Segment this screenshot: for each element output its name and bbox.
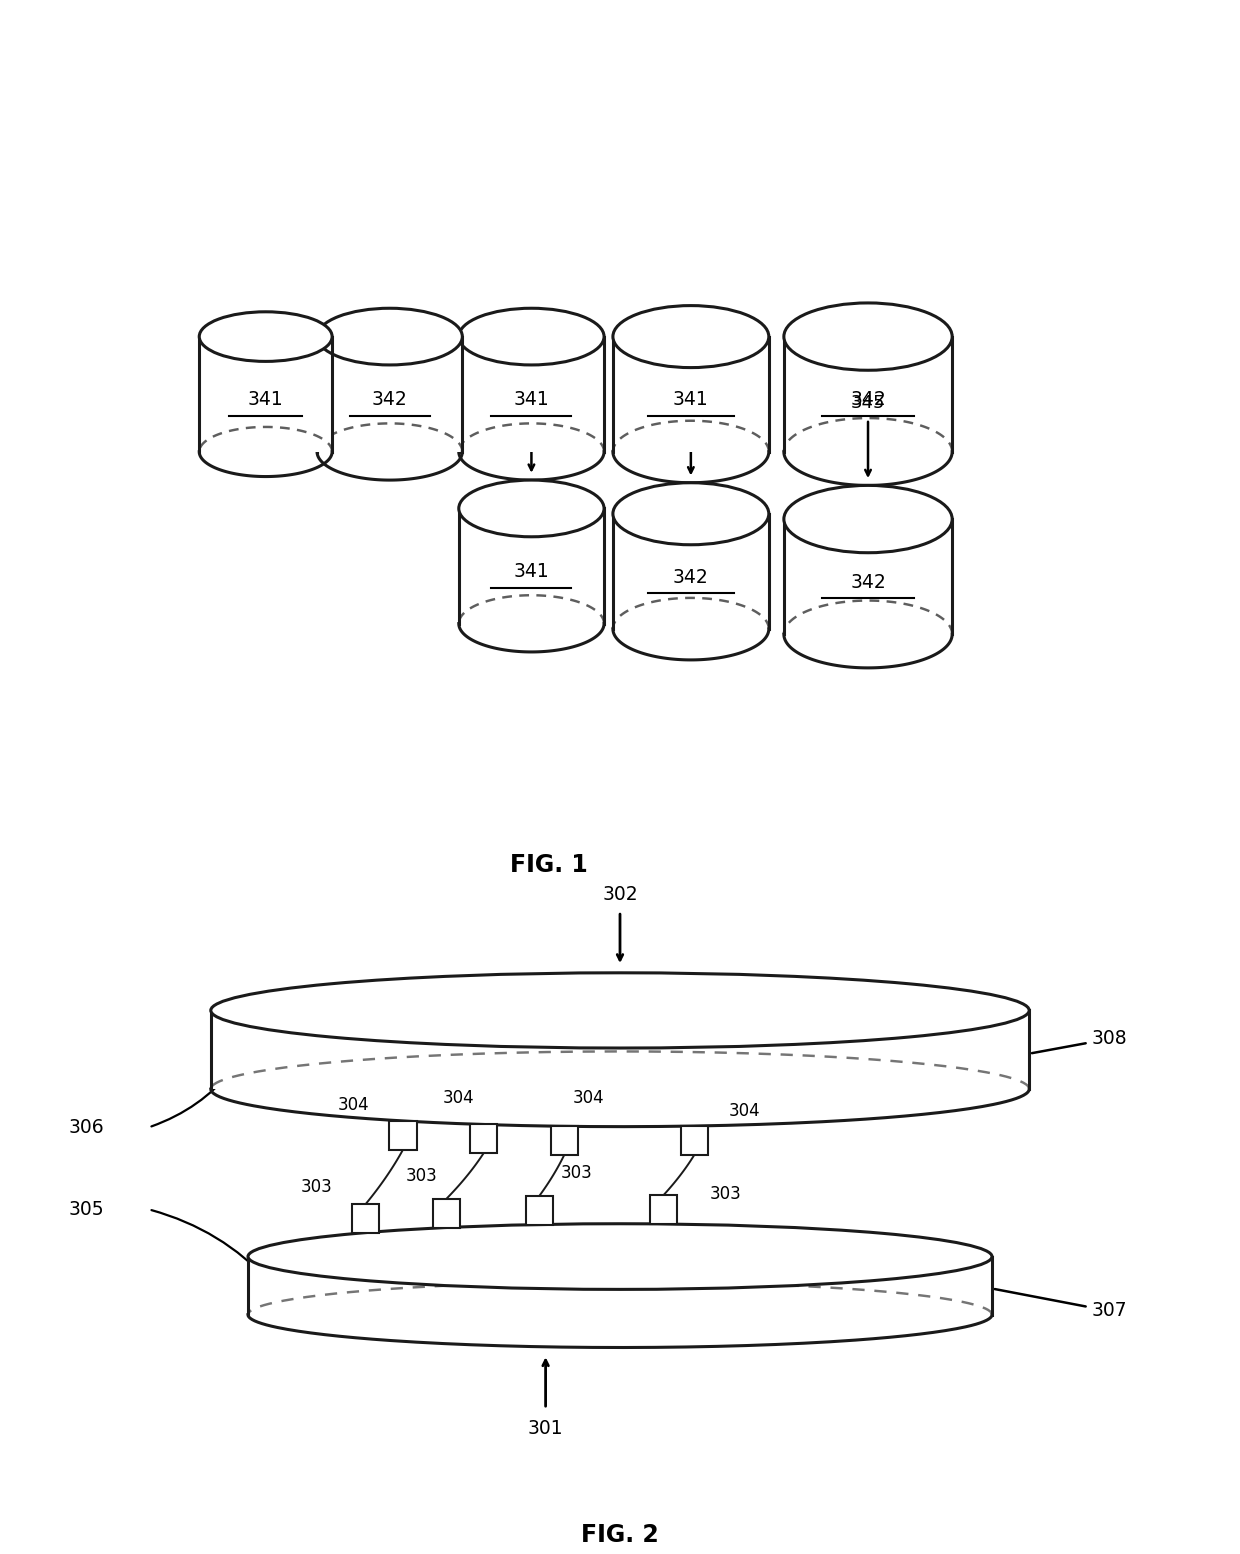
Ellipse shape: [613, 306, 769, 368]
Ellipse shape: [211, 973, 1029, 1047]
Polygon shape: [317, 337, 463, 452]
Ellipse shape: [317, 308, 463, 365]
Polygon shape: [248, 1257, 992, 1315]
Text: 341: 341: [673, 390, 709, 409]
Text: 302: 302: [603, 886, 637, 904]
Text: 342: 342: [851, 573, 885, 592]
Polygon shape: [389, 1120, 417, 1150]
Polygon shape: [681, 1127, 708, 1155]
Text: 345: 345: [851, 393, 885, 412]
Text: 307: 307: [994, 1290, 1127, 1321]
Ellipse shape: [248, 1223, 992, 1290]
Text: FIG. 1: FIG. 1: [511, 853, 588, 876]
Text: 305: 305: [69, 1200, 104, 1218]
Polygon shape: [470, 1125, 497, 1153]
Text: 304: 304: [573, 1089, 605, 1106]
Text: FIG. 2: FIG. 2: [582, 1523, 658, 1548]
Polygon shape: [551, 1127, 578, 1155]
Text: 342: 342: [673, 567, 709, 586]
Text: 306: 306: [69, 1117, 104, 1138]
Text: 303: 303: [405, 1167, 438, 1186]
Ellipse shape: [459, 480, 604, 536]
Polygon shape: [433, 1198, 460, 1228]
Text: 304: 304: [443, 1089, 475, 1106]
Text: 344: 344: [673, 392, 708, 409]
Text: 343: 343: [515, 388, 548, 407]
Ellipse shape: [613, 483, 769, 545]
Polygon shape: [211, 1010, 1029, 1089]
Text: 301: 301: [528, 1419, 563, 1439]
Polygon shape: [459, 508, 604, 623]
Text: 303: 303: [709, 1184, 742, 1203]
Text: 308: 308: [1032, 1029, 1127, 1054]
Text: 303: 303: [560, 1164, 593, 1183]
Ellipse shape: [200, 312, 332, 362]
Ellipse shape: [459, 308, 604, 365]
Ellipse shape: [784, 485, 952, 553]
Polygon shape: [352, 1204, 379, 1232]
Polygon shape: [613, 514, 769, 629]
Polygon shape: [784, 519, 952, 634]
Text: 341: 341: [513, 563, 549, 581]
Text: 341: 341: [248, 390, 284, 409]
Text: 304: 304: [728, 1102, 760, 1120]
Polygon shape: [650, 1195, 677, 1225]
Polygon shape: [784, 337, 952, 452]
Polygon shape: [200, 337, 332, 452]
Text: 303: 303: [300, 1178, 332, 1195]
Text: 342: 342: [372, 390, 408, 409]
Ellipse shape: [784, 303, 952, 370]
Polygon shape: [526, 1197, 553, 1225]
Polygon shape: [613, 337, 769, 452]
Polygon shape: [459, 337, 604, 452]
Text: 304: 304: [337, 1096, 370, 1114]
Text: 342: 342: [851, 390, 885, 409]
Text: 341: 341: [513, 390, 549, 409]
